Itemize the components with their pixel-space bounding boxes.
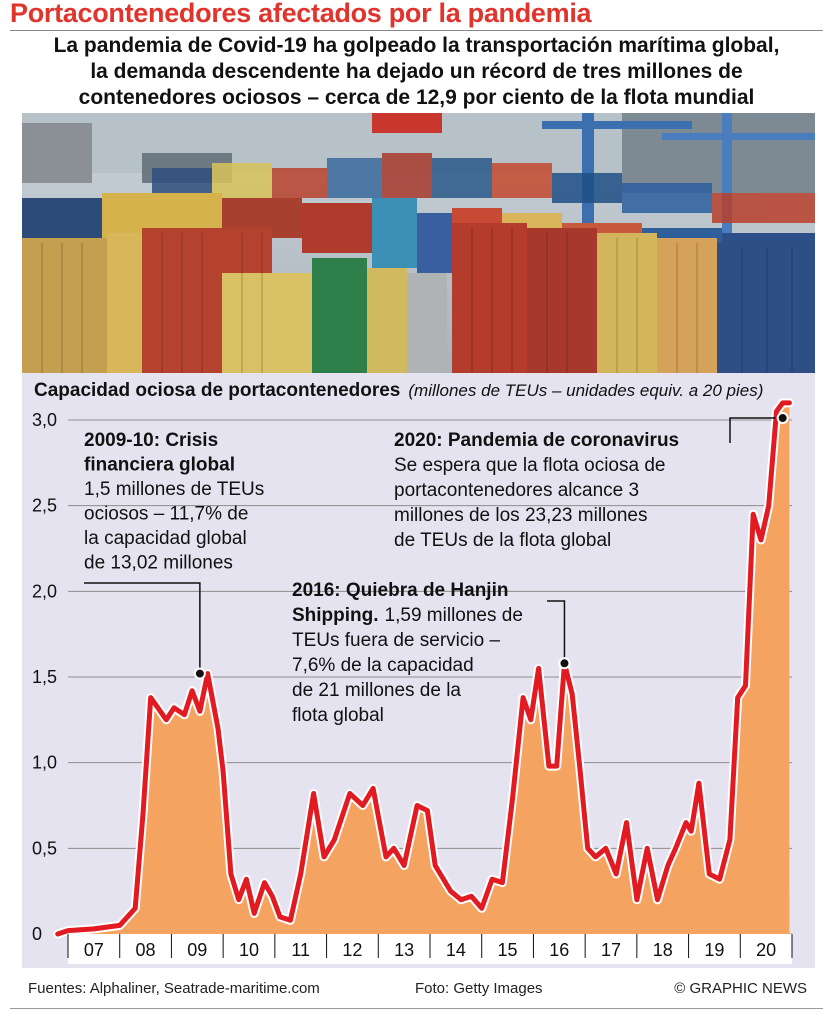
idle-capacity-chart: Capacidad ociosa de portacontenedores (mi… (32, 380, 794, 964)
y-tick-label: 0 (32, 924, 42, 944)
container-port-photo (22, 113, 815, 373)
pandemic-body: portacontenedores alcance 3 (394, 480, 639, 501)
subtitle: La pandemia de Covid-19 ha golpeado la t… (10, 33, 823, 111)
x-tick-label: 14 (446, 940, 466, 960)
crisis-leader-line (84, 582, 201, 668)
crisis-body: la capacidad global (84, 528, 247, 549)
page-title: Portacontenedores afectados por la pande… (10, 0, 592, 28)
x-tick-label: 16 (549, 940, 569, 960)
subtitle-line: La pandemia de Covid-19 ha golpeado la t… (53, 34, 780, 57)
pandemic-heading: 2020: Pandemia de coronavirus (394, 430, 679, 451)
chart-panel: Capacidad ociosa de portacontenedores (mi… (22, 373, 815, 968)
sources-text: Fuentes: Alphaliner, Seatrade-maritime.c… (28, 980, 320, 997)
x-tick-label: 07 (84, 940, 104, 960)
hanjin-body: flota global (292, 705, 384, 726)
y-tick-label: 2,0 (32, 581, 57, 601)
photo-credit: Foto: Getty Images (415, 980, 543, 997)
x-tick-label: 08 (136, 940, 156, 960)
crisis-body: de 13,02 millones (84, 553, 233, 574)
hanjin-marker (558, 657, 571, 670)
pandemic-body: de TEUs de la flota global (394, 530, 611, 551)
x-tick-label: 15 (498, 940, 518, 960)
pandemic-leader-line (729, 417, 776, 443)
copyright: © GRAPHIC NEWS (674, 980, 807, 997)
x-tick-label: 09 (187, 940, 207, 960)
title-divider (10, 30, 823, 31)
subtitle-line: la demanda descendente ha dejado un réco… (90, 60, 743, 83)
x-tick-label: 18 (653, 940, 673, 960)
x-tick-label: 10 (239, 940, 259, 960)
hanjin-body: de 21 millones de la (292, 680, 461, 701)
crisis-marker (193, 667, 206, 680)
bottom-divider (10, 1008, 823, 1009)
crisis-heading: financiera global (84, 455, 235, 476)
hanjin-body: TEUs fuera de servicio – (292, 630, 500, 651)
pandemic-marker (776, 412, 789, 424)
x-tick-label: 19 (704, 940, 724, 960)
x-tick-label: 20 (756, 940, 776, 960)
crisis-body: 1,5 millones de TEUs (84, 479, 264, 500)
chart-unit-label: (millones de TEUs – unidades equiv. a 20… (408, 381, 763, 400)
x-tick-label: 17 (601, 940, 621, 960)
y-tick-label: 3,0 (32, 410, 57, 430)
y-tick-label: 1,0 (32, 753, 57, 773)
x-tick-label: 13 (394, 940, 414, 960)
hanjin-body: 7,6% de la capacidad (292, 655, 474, 676)
chart-title: Capacidad ociosa de portacontenedores (34, 380, 400, 401)
photo-illustration (22, 113, 815, 373)
pandemic-body: Se espera que la flota ociosa de (394, 455, 665, 476)
hanjin-heading: 2016: Quiebra de Hanjin (292, 580, 508, 601)
y-tick-label: 2,5 (32, 496, 57, 516)
pandemic-body: millones de los 23,23 millones (394, 505, 647, 526)
idle-capacity-line (55, 400, 792, 937)
hanjin-heading: Shipping. (292, 605, 379, 626)
crisis-body: ociosos – 11,7% de (84, 504, 248, 525)
y-tick-label: 1,5 (32, 667, 57, 687)
hanjin-body: 1,59 millones de (385, 605, 523, 626)
x-tick-label: 11 (291, 940, 310, 960)
subtitle-line: contenedores ociosos – cerca de 12,9 por… (78, 86, 755, 109)
crisis-heading: 2009-10: Crisis (84, 430, 218, 451)
y-tick-label: 0,5 (32, 838, 57, 858)
x-tick-label: 12 (342, 940, 362, 960)
hanjin-leader-line (547, 600, 566, 658)
